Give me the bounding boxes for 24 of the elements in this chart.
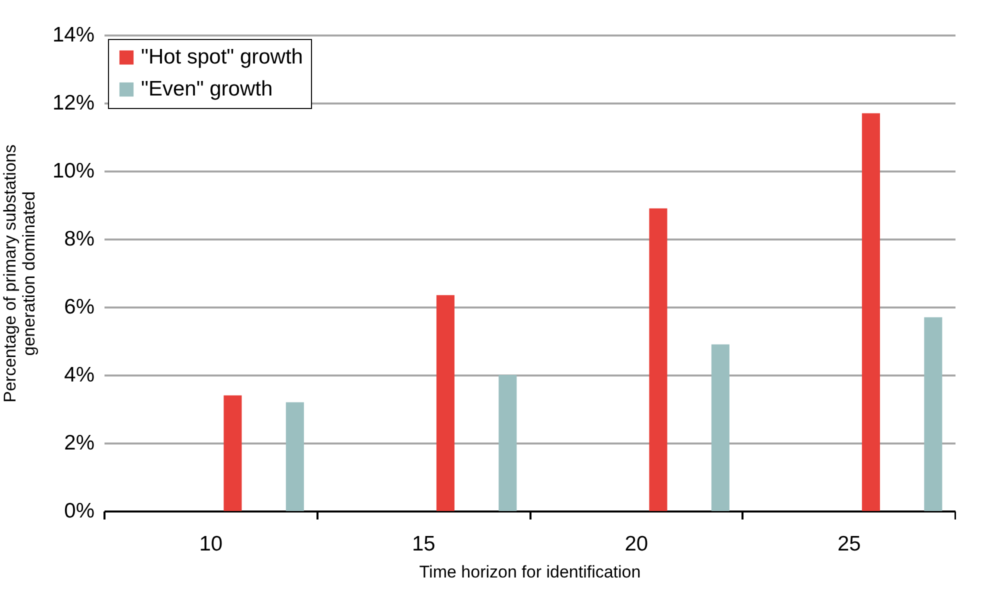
x-tick-label: 25: [837, 532, 861, 556]
bar: [436, 295, 454, 511]
y-tick-label: 0%: [64, 500, 94, 522]
x-tick-label: 10: [199, 532, 223, 556]
x-tick-label: 20: [624, 532, 648, 556]
bar: [649, 208, 668, 511]
legend-label: "Even" growth: [141, 78, 273, 100]
bar: [924, 317, 942, 511]
y-tick-label: 2%: [64, 432, 94, 454]
bar: [224, 395, 242, 511]
bar: [711, 344, 730, 511]
x-tick-label: 15: [412, 532, 436, 556]
bar: [498, 375, 517, 511]
y-tick-label: 4%: [64, 364, 94, 386]
bar: [286, 402, 304, 511]
y-axis-title: Percentage of primary substations generation dominated: [0, 144, 38, 402]
y-tick-label: 8%: [64, 228, 94, 250]
y-tick-label: 14%: [52, 24, 94, 46]
y-tick-label: 12%: [52, 92, 94, 114]
y-tick-label: 10%: [52, 160, 94, 182]
x-axis-title: Time horizon for identification: [419, 562, 641, 582]
legend-label: "Hot spot" growth: [141, 46, 303, 68]
bar: [862, 113, 880, 511]
y-tick-label: 6%: [64, 296, 94, 318]
